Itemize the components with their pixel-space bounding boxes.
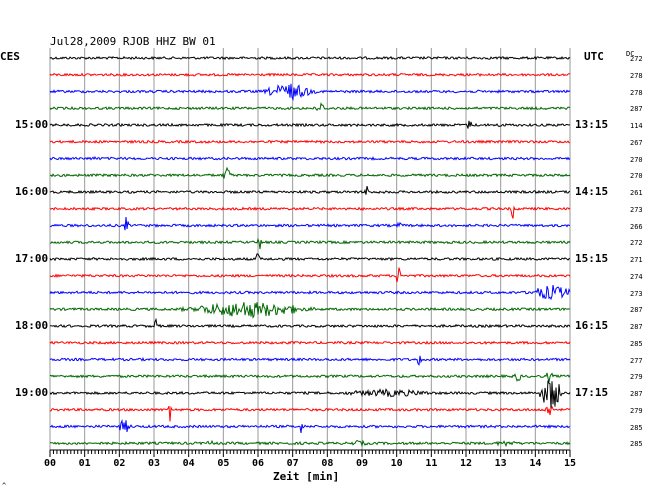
trace-row-22 [49,418,571,433]
x-tick-label: 00 [44,458,57,469]
trace-row-13 [49,267,571,283]
trace-row-17 [49,340,571,345]
dc-value: 287 [630,306,643,315]
dc-value: 287 [630,105,643,114]
dc-value: 272 [630,239,643,248]
right-time-label: 16:15 [575,319,609,332]
trace-row-15 [49,302,571,319]
dc-value: 274 [630,272,643,281]
x-tick-label: 08 [321,458,334,469]
trace-row-11 [49,237,571,250]
corner-mark: ^ [2,482,7,490]
trace-row-10 [49,217,570,231]
right-timezone-label: UTC [584,50,604,63]
x-tick-label: 05 [217,458,230,469]
left-time-label: 17:00 [15,252,49,265]
left-time-label: 18:00 [15,319,49,332]
dc-value: 261 [630,189,643,197]
x-tick-label: 09 [356,458,369,469]
dc-value: 270 [630,155,643,164]
dc-value: 287 [630,323,643,331]
trace-row-3 [49,102,571,112]
x-tick-label: 11 [425,458,438,469]
x-tick-label: 02 [113,458,126,469]
dc-value: 273 [630,289,643,298]
minute-gridlines [49,48,571,450]
dc-value: 278 [630,71,643,80]
x-tick-label: 15 [564,458,577,469]
left-timezone-label: CES [0,50,20,63]
left-time-label: 16:00 [15,185,49,198]
dc-value: 273 [630,205,643,214]
trace-row-2 [49,83,571,102]
trace-row-1 [49,72,570,78]
dc-value: 271 [630,256,643,264]
dc-value: 266 [630,222,643,231]
x-tick-label: 14 [529,458,542,469]
left-time-label: 19:00 [15,386,49,399]
trace-row-19 [49,372,571,383]
right-time-label: 13:15 [575,118,609,131]
right-time-label: 17:15 [575,386,609,399]
x-tick-label: 03 [148,458,161,469]
trace-row-6 [49,156,571,161]
dc-value: 270 [630,172,643,181]
trace-row-23 [49,439,571,448]
trace-row-12 [49,253,571,262]
dc-value: 267 [630,138,643,147]
trace-row-14 [49,285,571,301]
dc-value: 279 [630,373,643,382]
trace-row-5 [49,139,571,145]
trace-row-16 [49,317,571,329]
x-tick-label: 06 [252,458,265,469]
dc-value: 277 [630,356,643,365]
dc-header: DC [626,50,635,58]
dc-value: 278 [630,88,643,97]
dc-value: 279 [630,406,643,415]
trace-row-20 [49,380,571,410]
x-tick-label: 01 [78,458,91,469]
trace-row-8 [49,185,571,195]
dc-value: 285 [630,440,643,449]
x-axis-title: Zeit [min] [273,470,340,483]
trace-row-7 [49,166,571,179]
x-tick-label: 04 [182,458,195,469]
right-time-label: 15:15 [575,252,609,265]
left-time-label: 15:00 [15,118,49,131]
dc-value: 114 [630,122,643,130]
dc-value: 285 [630,423,643,432]
x-tick-label: 07 [286,458,299,469]
trace-row-18 [49,355,571,366]
dc-value: 287 [630,390,643,398]
dc-value: 285 [630,339,643,348]
trace-row-21 [49,405,571,422]
right-time-label: 14:15 [575,185,609,198]
time-axis [49,449,571,457]
x-tick-label: 13 [494,458,507,469]
chart-title: Jul28,2009 RJOB HHZ BW 01 [50,35,216,48]
trace-row-4 [49,120,571,129]
trace-row-0 [49,55,571,61]
x-tick-label: 12 [460,458,473,469]
x-tick-label: 10 [390,458,403,469]
dc-value: 272 [630,55,643,63]
seismic-traces [49,55,571,448]
trace-row-9 [49,205,571,219]
